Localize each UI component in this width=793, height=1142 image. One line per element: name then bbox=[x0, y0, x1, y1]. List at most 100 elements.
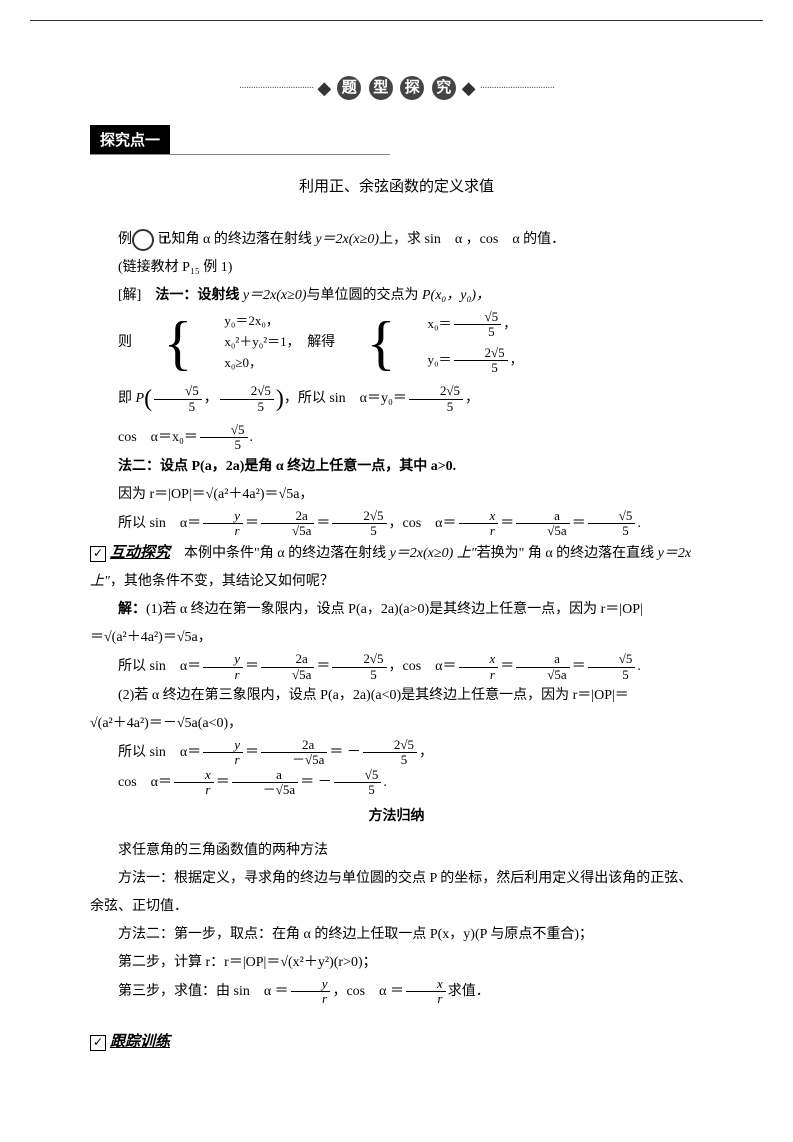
s2f4n: a bbox=[232, 768, 298, 783]
yrn: y bbox=[234, 508, 240, 523]
f3n: 2√5 bbox=[332, 509, 386, 524]
so1e: ， bbox=[465, 391, 479, 406]
f4d: √5a bbox=[516, 524, 569, 538]
banner-char-2: 型 bbox=[369, 76, 393, 100]
s2f2d: －√5a bbox=[261, 753, 327, 767]
jiede: 解得 bbox=[307, 335, 335, 350]
l5c: 求值． bbox=[448, 984, 490, 999]
cos1n: √5 bbox=[200, 423, 248, 438]
banner-text: 题 型 探 究 bbox=[335, 76, 458, 100]
s1cos: cos α＝ bbox=[403, 659, 457, 674]
c1: ， bbox=[389, 516, 403, 531]
so1d: 5 bbox=[409, 400, 463, 414]
solution-label: [解] bbox=[118, 288, 141, 303]
diamond-right: ◆ bbox=[462, 78, 476, 99]
interact-label: 互动探究 bbox=[110, 545, 170, 561]
lp: ( bbox=[144, 386, 152, 412]
interact-sol1: 解：(1)若 α 终边在第一象限内，设点 P(a，2a)(a>0)是其终边上任意… bbox=[90, 596, 703, 624]
isol: 解： bbox=[118, 602, 146, 617]
b1l2: x₀²＋y₀²＝1， bbox=[224, 334, 299, 349]
s1c: ＝√5a， bbox=[163, 630, 212, 645]
banner-char-4: 究 bbox=[432, 76, 456, 100]
s1f4n: a bbox=[516, 652, 569, 667]
s1f5d: 5 bbox=[588, 668, 636, 682]
solution-m1-line1: [解] 法一：设射线 y＝2x(x≥0)与单位圆的交点为 P(x₀，y₀)， bbox=[90, 282, 703, 310]
result-P-line: 即 P(√55，2√55)，所以 sin α＝y₀＝2√55， bbox=[90, 375, 703, 423]
s2f3d: 5 bbox=[363, 753, 417, 767]
s1f3d: 5 bbox=[332, 668, 386, 682]
f5d: 5 bbox=[588, 524, 636, 538]
left-brace-2: { bbox=[339, 313, 396, 373]
b2l2a: y₀＝ bbox=[428, 351, 452, 366]
pn2: 2√5 bbox=[220, 384, 274, 399]
cos1e: . bbox=[250, 430, 254, 445]
ib: 若换为" 角 α 的终边落在直线 bbox=[477, 546, 658, 561]
s1yn: y bbox=[234, 651, 240, 666]
m2eq: ＝√5a， bbox=[265, 487, 314, 502]
follow-label: 跟踪训练 bbox=[110, 1034, 170, 1050]
l5a: 第三步，求值：由 sin α ＝ bbox=[118, 984, 289, 999]
m2-result: 所以 sin α＝yr＝2a√5a＝2√55，cos α＝xr＝a√5a＝√55… bbox=[90, 509, 703, 539]
eq2: ＝ bbox=[316, 516, 330, 531]
s2f4d: －√5a bbox=[232, 783, 298, 797]
page-root: ································ ◆ 题 型 探… bbox=[30, 20, 763, 1087]
m2-head-text: 法二：设点 P(a，2a)是角 α 终边上任意一点，其中 a>0. bbox=[118, 459, 456, 474]
s2p: . bbox=[383, 775, 387, 790]
interact-sol2: (2)若 α 终边在第三象限内，设点 P(a，2a)(a<0)是其终边上任意一点… bbox=[90, 682, 703, 710]
ia: 本例中条件"角 α 的终边落在射线 bbox=[170, 546, 390, 561]
s2c: ＝－√5a(a<0)， bbox=[149, 716, 242, 731]
s2a: (2)若 α 终边在第三象限内，设点 P(a，2a)(a<0)是其终边上任意一点… bbox=[118, 688, 629, 703]
follow-section: ✓跟踪训练 bbox=[90, 1027, 703, 1057]
so1: ，所以 sin α＝y₀＝ bbox=[284, 391, 407, 406]
s1f3n: 2√5 bbox=[332, 652, 386, 667]
ji: 即 bbox=[118, 391, 136, 406]
method-l5: 第三步，求值：由 sin α ＝yr，cos α ＝xr求值． bbox=[90, 977, 703, 1007]
brace-body-2: x₀＝√55， y₀＝2√55， bbox=[396, 310, 527, 375]
method-l2: 方法一：根据定义，寻求角的终边与单位圆的交点 P 的坐标，然后利用定义得出该角的… bbox=[90, 865, 703, 921]
method-title: 方法归纳 bbox=[90, 803, 703, 831]
l4b: (r>0)； bbox=[334, 955, 377, 970]
s1xn: x bbox=[490, 651, 496, 666]
method-l1: 求任意角的三角函数值的两种方法 bbox=[90, 837, 703, 865]
l5n1: y bbox=[322, 976, 328, 991]
b2l1a: x₀＝ bbox=[428, 316, 452, 331]
s1xd: r bbox=[490, 667, 495, 682]
eq4: ＝ bbox=[572, 516, 586, 531]
b2l2d: 5 bbox=[454, 361, 508, 375]
s2yd: r bbox=[235, 752, 240, 767]
b1l3: x₀≥0， bbox=[196, 353, 299, 374]
s2root: √(a²＋4a²) bbox=[90, 716, 149, 731]
cos-line: cos α＝x₀＝√55. bbox=[90, 423, 703, 453]
s1yd: r bbox=[235, 667, 240, 682]
s2cos: cos α＝ bbox=[118, 775, 172, 790]
example-problem: 例1 已知角 α 的终边落在射线 y＝2x(x≥0)上，求 sin α ，cos… bbox=[90, 226, 703, 254]
s1b: ＝ bbox=[90, 630, 104, 645]
m1-b: 与单位圆的交点为 bbox=[306, 288, 422, 303]
ze: 则 bbox=[118, 335, 132, 350]
l4a: 第二步，计算 r：r＝|OP|＝ bbox=[118, 955, 280, 970]
brace-block: 则 { y₀＝2x₀， x₀²＋y₀²＝1， x₀≥0， 解得 { x₀＝√55… bbox=[90, 310, 703, 375]
problem-eq: y＝2x(x≥0) bbox=[315, 232, 379, 247]
s2f2n: 2a bbox=[261, 738, 327, 753]
b2l1n: √5 bbox=[454, 310, 502, 325]
interact-sol2-cos: cos α＝xr＝a－√5a＝ －√55. bbox=[90, 768, 703, 798]
m2-head: 法二：设点 P(a，2a)是角 α 终边上任意一点，其中 a>0. bbox=[90, 453, 703, 481]
l5d2: r bbox=[437, 991, 442, 1006]
eq3: ＝ bbox=[500, 516, 514, 531]
b2l1e: ， bbox=[503, 316, 516, 331]
dots-left: ································ bbox=[239, 83, 314, 94]
s1f2n: 2a bbox=[261, 652, 314, 667]
pd1: 5 bbox=[154, 400, 202, 414]
s1so: 所以 sin α＝ bbox=[118, 659, 201, 674]
method-l4: 第二步，计算 r：r＝|OP|＝√(x²＋y²)(r>0)； bbox=[90, 949, 703, 977]
psep: ， bbox=[204, 391, 218, 406]
l5b: ，cos α ＝ bbox=[332, 984, 404, 999]
s1f2d: √5a bbox=[261, 668, 314, 682]
interact-sol1-res: 所以 sin α＝yr＝2a√5a＝2√55，cos α＝xr＝a√5a＝√55… bbox=[90, 652, 703, 682]
s2eq2: ＝ bbox=[329, 745, 343, 760]
m2root: √(a²＋4a²) bbox=[206, 487, 265, 502]
m2so: 所以 sin α＝ bbox=[118, 516, 201, 531]
left-brace-1: { bbox=[136, 313, 193, 373]
xrn: x bbox=[490, 508, 496, 523]
f2n: 2a bbox=[261, 509, 314, 524]
